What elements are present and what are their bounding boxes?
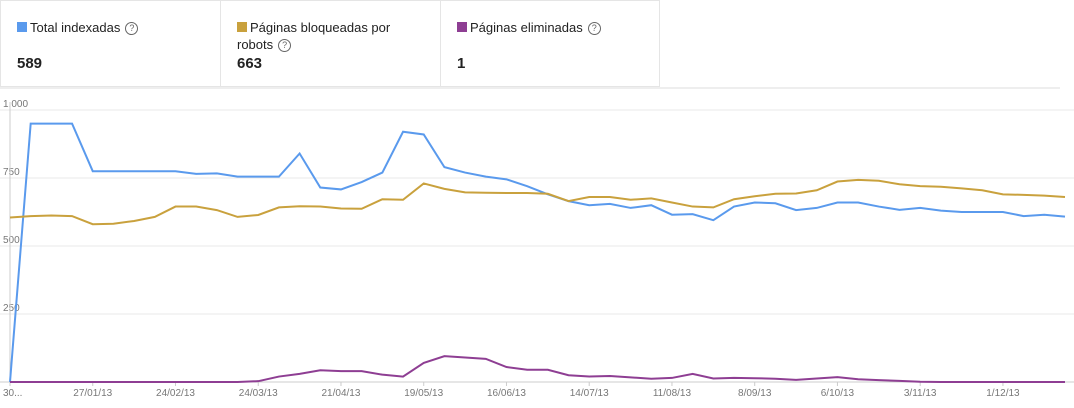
series-line bbox=[9, 122, 1066, 383]
legend-card[interactable]: Páginas eliminadas? 1 bbox=[440, 0, 660, 87]
x-tick-label: 27/01/13 bbox=[73, 388, 112, 399]
help-icon[interactable]: ? bbox=[278, 39, 292, 52]
x-tick-label: 24/03/13 bbox=[239, 388, 278, 399]
x-tick-label: 16/06/13 bbox=[487, 388, 526, 399]
legend-entry: Páginas eliminadas? bbox=[457, 19, 642, 36]
legend-swatch bbox=[237, 22, 247, 32]
x-tick-label: 24/02/13 bbox=[156, 388, 195, 399]
x-tick-label: 21/04/13 bbox=[322, 388, 361, 399]
x-tick-label: 19/05/13 bbox=[404, 388, 443, 399]
series-total: 663 bbox=[237, 55, 263, 72]
legend-entry: Páginas bloqueadas por robots? bbox=[237, 19, 422, 53]
series-line bbox=[10, 355, 1065, 383]
y-tick-label: 500 bbox=[3, 235, 20, 246]
y-tick-label: 750 bbox=[3, 167, 20, 178]
x-tick-label: 3/11/13 bbox=[904, 388, 937, 399]
series-total: 1 bbox=[457, 55, 466, 72]
x-tick-label: 14/07/13 bbox=[570, 388, 609, 399]
x-tick-label: 1/12/13 bbox=[986, 388, 1020, 399]
series-line bbox=[9, 178, 1066, 226]
legend-label: Páginas eliminadas bbox=[470, 20, 583, 35]
legend-card[interactable]: Total indexadas? 589 bbox=[0, 0, 220, 87]
x-tick-label: 6/10/13 bbox=[821, 388, 855, 399]
x-tick-label: 30... bbox=[3, 388, 22, 399]
help-icon[interactable]: ? bbox=[125, 22, 139, 35]
series-total: 589 bbox=[17, 55, 43, 72]
legend-card[interactable]: Páginas bloqueadas por robots? 663 bbox=[220, 0, 440, 87]
help-icon[interactable]: ? bbox=[587, 22, 601, 35]
x-tick-label: 8/09/13 bbox=[738, 388, 772, 399]
legend-entry: Total indexadas? bbox=[17, 19, 202, 36]
legend-swatch bbox=[17, 22, 27, 32]
legend-label: Total indexadas bbox=[30, 20, 121, 35]
legend-swatch bbox=[457, 22, 467, 32]
legend-label: Páginas bloqueadas por robots bbox=[237, 20, 391, 52]
legend-cards: Total indexadas? 589 Páginas bloqueadas po… bbox=[0, 0, 660, 87]
x-tick-label: 11/08/13 bbox=[653, 388, 692, 399]
y-tick-label: 1.000 bbox=[3, 99, 28, 110]
y-tick-label: 250 bbox=[3, 303, 20, 314]
